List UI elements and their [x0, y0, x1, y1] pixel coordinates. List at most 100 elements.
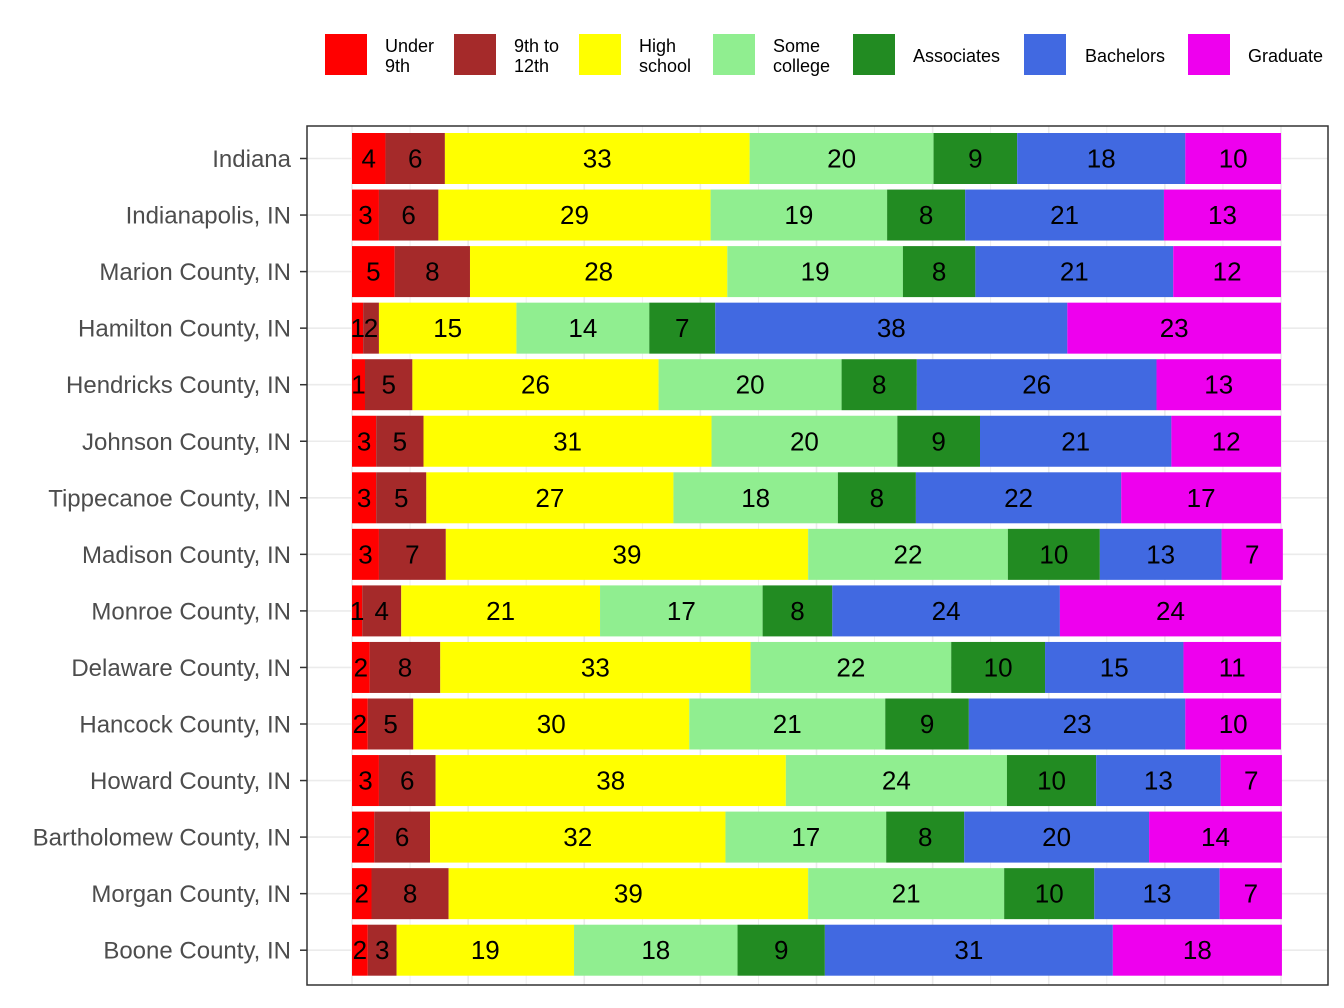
bar-segment-graduate: [1185, 698, 1281, 750]
bar-segment-associates: [1006, 755, 1097, 807]
bar-segment-9th-to-12th: [369, 641, 441, 693]
legend-swatch: [713, 34, 755, 75]
bar-segment-associates: [951, 641, 1046, 693]
y-tick-label: Indiana: [212, 146, 291, 173]
bar-value-label: 10: [1219, 144, 1248, 174]
bar-value-label: 5: [381, 370, 395, 400]
bar-segment-graduate: [1185, 133, 1281, 184]
bar-value-label: 19: [784, 200, 813, 230]
bar-segment-9th-to-12th: [363, 302, 379, 354]
bar-segment-under-9th: [352, 359, 366, 411]
bar-segment-high-school: [440, 641, 751, 693]
bar-value-label: 5: [383, 709, 397, 739]
bar-value-label: 2: [356, 822, 370, 852]
bar-value-label: 31: [553, 426, 582, 456]
bar-value-label: 4: [374, 596, 388, 626]
bar-segment-under-9th: [352, 868, 372, 920]
bar-value-label: 3: [357, 426, 371, 456]
bar-segment-high-school: [423, 415, 712, 467]
legend-item-high-school: High school: [579, 34, 691, 76]
bar-segment-graduate: [1121, 472, 1281, 524]
bar-value-label: 23: [1160, 313, 1189, 343]
bar-segment-under-9th: [352, 133, 386, 184]
legend-swatch: [579, 34, 621, 75]
bar-value-label: 8: [932, 257, 946, 287]
bar-value-label: 22: [836, 652, 865, 682]
bar-segment-high-school: [378, 302, 517, 354]
bar-segment-associates: [737, 924, 825, 976]
bar-segment-9th-to-12th: [394, 246, 470, 298]
bar-value-label: 18: [1087, 144, 1116, 174]
bar-segment-9th-to-12th: [378, 755, 436, 807]
data-labels: 4 6 33 20 9 18 103 6 29 19 8 21 135 8 28 19 8 21 121 2 15 14 7…: [350, 144, 1260, 966]
y-tick-label: Boone County, IN: [103, 938, 291, 965]
bar-segment-some-college: [710, 189, 888, 241]
bar-value-label: 21: [1060, 257, 1089, 287]
bar-value-label: 20: [827, 144, 856, 174]
bar-value-label: 3: [358, 539, 372, 569]
bar-value-label: 20: [736, 370, 765, 400]
bar-segment-under-9th: [352, 415, 377, 467]
bar-value-label: 6: [401, 200, 415, 230]
legend-label: Under 9th: [385, 36, 434, 76]
bar-segment-9th-to-12th: [367, 698, 414, 750]
legend-item-bachelors: Bachelors: [1024, 34, 1165, 75]
bar-value-label: 19: [471, 935, 500, 965]
bar-segment-some-college: [711, 415, 898, 467]
bar-value-label: 22: [894, 539, 923, 569]
bar-segment-associates: [885, 698, 969, 750]
y-tick-label: Madison County, IN: [82, 542, 291, 569]
legend-label: Bachelors: [1085, 46, 1165, 66]
bar-value-label: 2: [354, 652, 368, 682]
bar-segment-high-school: [413, 698, 690, 750]
bar-value-label: 18: [641, 935, 670, 965]
bar-segment-associates: [1004, 868, 1095, 920]
bar-row-delaware-county-in: [352, 641, 1281, 693]
bar-value-label: 2: [364, 313, 378, 343]
bar-value-label: 4: [361, 144, 375, 174]
bar-segment-9th-to-12th: [376, 415, 424, 467]
legend-label: High school: [639, 36, 691, 76]
bar-segment-9th-to-12th: [378, 189, 439, 241]
legend-label: 9th to 12th: [514, 36, 559, 76]
bar-value-label: 13: [1204, 370, 1233, 400]
bar-value-label: 13: [1208, 200, 1237, 230]
bar-row-hamilton-county-in: [352, 302, 1281, 354]
bar-segment-graduate: [1183, 641, 1281, 693]
legend-swatch: [325, 34, 367, 75]
y-tick-label: Bartholomew County, IN: [33, 825, 291, 852]
bar-value-label: 33: [583, 144, 612, 174]
bar-value-label: 21: [1061, 426, 1090, 456]
bar-value-label: 3: [357, 483, 371, 513]
bar-value-label: 21: [892, 879, 921, 909]
bar-segment-bachelors: [964, 811, 1150, 863]
bar-value-label: 6: [400, 766, 414, 796]
y-tick-label: Tippecanoe County, IN: [48, 485, 291, 512]
bar-segment-associates: [649, 302, 716, 354]
bar-value-label: 27: [535, 483, 564, 513]
bar-segment-some-college: [673, 472, 838, 524]
bar-segment-graduate: [1221, 528, 1283, 580]
bar-value-label: 19: [801, 257, 830, 287]
bar-segment-some-college: [725, 811, 887, 863]
y-tick-label: Johnson County, IN: [82, 429, 291, 456]
bar-value-label: 12: [1212, 426, 1241, 456]
bar-value-label: 20: [790, 426, 819, 456]
bar-segment-high-school: [412, 359, 659, 411]
bar-segment-under-9th: [352, 698, 368, 750]
bar-value-label: 8: [425, 257, 439, 287]
bar-value-label: 38: [877, 313, 906, 343]
bar-segment-associates: [837, 472, 916, 524]
bar-value-label: 24: [1156, 596, 1185, 626]
legend-item-some-college: Some college: [713, 34, 830, 76]
bar-segment-graduate: [1220, 755, 1282, 807]
y-tick-label: Hancock County, IN: [79, 712, 291, 739]
bar-segment-graduate: [1171, 415, 1281, 467]
bar-segment-associates: [887, 189, 966, 241]
bar-row-hancock-county-in: [352, 698, 1281, 750]
bar-value-label: 17: [667, 596, 696, 626]
bar-segment-some-college: [658, 359, 842, 411]
bar-segment-under-9th: [352, 246, 395, 298]
bar-row-howard-county-in: [352, 755, 1282, 807]
legend-item-graduate: Graduate: [1188, 34, 1323, 75]
